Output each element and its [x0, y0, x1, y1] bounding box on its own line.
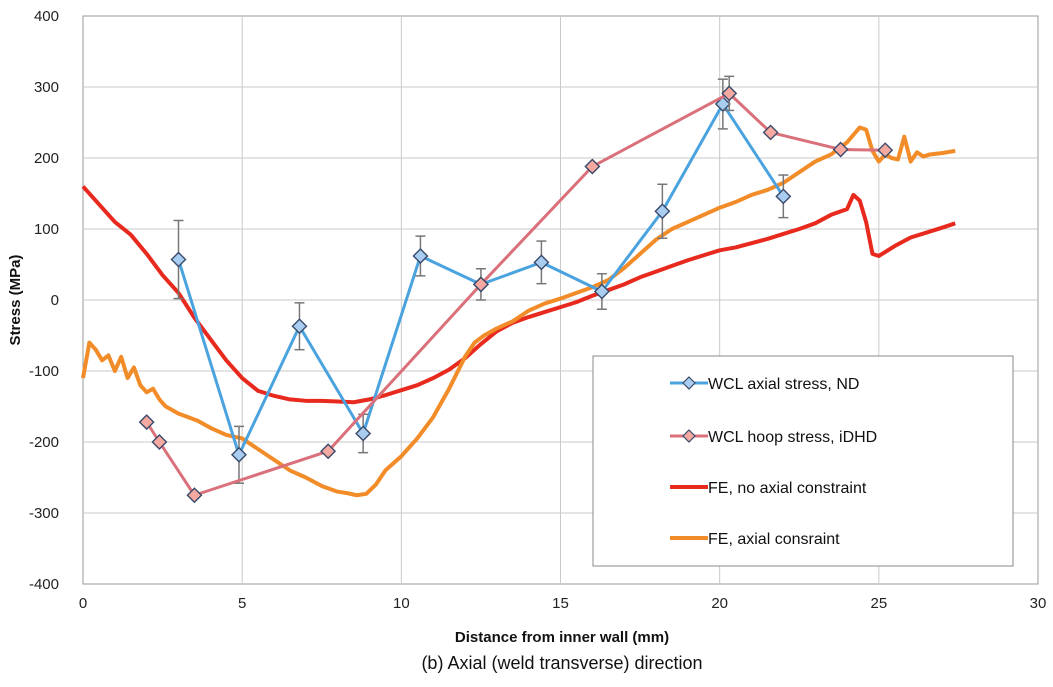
x-tick-label: 10: [393, 595, 410, 612]
y-tick-label: 400: [34, 8, 59, 25]
data-point-marker: [654, 203, 671, 220]
data-point-marker: [151, 434, 168, 450]
x-tick-label: 30: [1030, 595, 1047, 612]
y-tick-label: -200: [29, 434, 59, 451]
x-tick-label: 25: [870, 595, 887, 612]
data-point-marker: [584, 158, 601, 175]
legend-swatch-marker: [682, 429, 696, 443]
data-series: [81, 75, 956, 504]
x-tick-label: 0: [79, 595, 87, 612]
data-point-marker: [762, 124, 779, 141]
data-point-marker: [721, 85, 738, 102]
legend-item: FE, no axial constraint: [670, 480, 867, 497]
x-tick-label: 5: [238, 595, 246, 612]
data-point-marker: [877, 142, 894, 159]
fe-line-1: [81, 185, 956, 405]
data-point-marker: [593, 283, 610, 300]
data-point-marker: [714, 96, 731, 113]
data-point-marker: [775, 188, 792, 205]
y-tick-label: 100: [34, 221, 59, 238]
data-point-marker: [412, 247, 429, 264]
y-tick-label: -100: [29, 363, 59, 380]
data-point-marker: [355, 425, 372, 442]
wcl-line: [145, 91, 886, 497]
legend-item: WCL axial stress, ND: [670, 376, 859, 393]
data-point-marker: [170, 251, 187, 268]
legend-label: WCL axial stress, ND: [708, 376, 859, 393]
y-tick-label: 0: [51, 292, 59, 309]
data-point-marker: [533, 254, 550, 271]
fe-line-2: [81, 125, 956, 498]
data-point-marker: [320, 443, 337, 460]
x-axis-title: Distance from inner wall (mm): [455, 629, 669, 646]
y-tick-label: -300: [29, 505, 59, 522]
data-point-marker: [832, 141, 849, 158]
legend-swatch-marker: [682, 376, 696, 390]
wcl-series-1: [170, 78, 792, 484]
x-tick-label: 20: [711, 595, 728, 612]
legend-item: FE, axial consraint: [670, 531, 840, 548]
data-point-marker: [138, 414, 155, 431]
data-point-marker: [186, 487, 203, 504]
legend-box: [592, 355, 1014, 567]
wcl-series-2: [138, 75, 894, 504]
y-tick-label: 300: [34, 79, 59, 96]
y-tick-label: -400: [29, 576, 59, 593]
legend-label: WCL hoop stress, iDHD: [708, 429, 877, 446]
tick-labels: 0 5 10 15 20 25 30 -400 -300 -200 -100 0 100 200 300 40…: [29, 8, 1046, 612]
legend-label: FE, no axial constraint: [708, 480, 867, 497]
legend-item: WCL hoop stress, iDHD: [670, 429, 877, 446]
x-tick-label: 15: [552, 595, 569, 612]
figure-caption: (b) Axial (weld transverse) direction: [421, 653, 702, 673]
legend: WCL axial stress, ND WCL hoop stress, iDH…: [592, 355, 1014, 567]
data-point-marker: [291, 318, 308, 335]
legend-label: FE, axial consraint: [708, 531, 840, 548]
y-tick-label: 200: [34, 150, 59, 167]
data-point-marker: [230, 446, 247, 463]
data-point-marker: [472, 276, 489, 293]
y-axis-title: Stress (MPa): [7, 255, 24, 346]
